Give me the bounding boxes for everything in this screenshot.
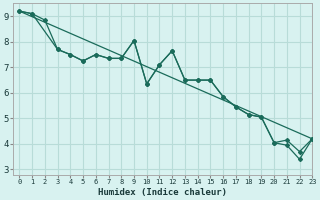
X-axis label: Humidex (Indice chaleur): Humidex (Indice chaleur)	[98, 188, 227, 197]
